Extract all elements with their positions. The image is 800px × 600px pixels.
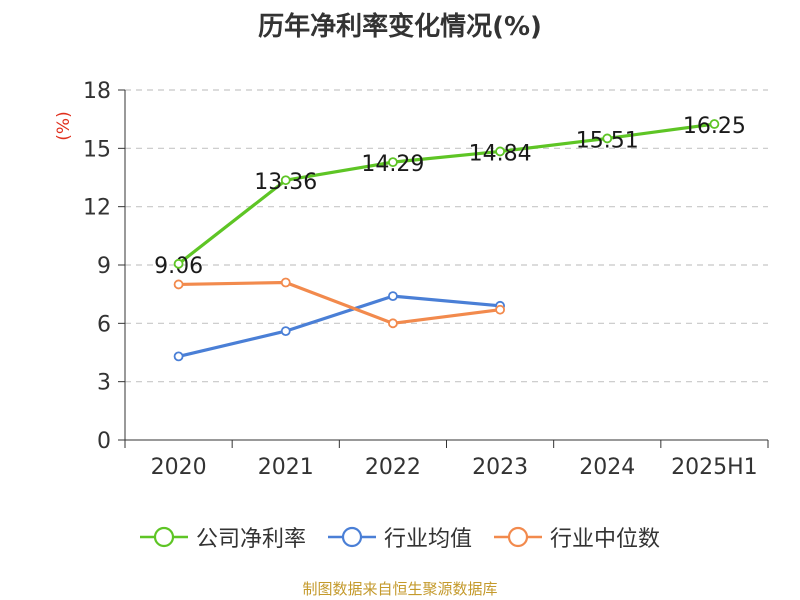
legend-item[interactable]: 行业均值: [327, 521, 472, 553]
data-point: [173, 279, 184, 290]
x-tick-label: 2025H1: [671, 455, 758, 480]
data-point: [388, 318, 398, 329]
data-point: [602, 133, 613, 144]
y-tick-label: 6: [97, 312, 111, 337]
legend-swatch: [494, 526, 542, 548]
legend-label: 行业中位数: [550, 527, 661, 552]
legend-label: 公司净利率: [195, 527, 306, 552]
y-axis-label: (%): [54, 111, 74, 140]
legend-swatch: [327, 526, 376, 548]
legend-marker: [507, 526, 529, 548]
x-tick-label: 2023: [472, 455, 528, 480]
series-line: [178, 294, 501, 358]
data-point: [280, 175, 291, 186]
data-point: [388, 291, 398, 302]
y-tick-label: 12: [83, 196, 111, 221]
legend-label: 行业均值: [383, 527, 472, 552]
chart-title: 历年净利率变化情况(%): [258, 12, 542, 42]
data-point: [173, 351, 184, 362]
legend-marker: [153, 526, 175, 548]
y-tick-label: 15: [83, 137, 111, 162]
data-point: [495, 304, 505, 315]
x-tick-label: 2024: [579, 455, 635, 480]
data-point: [495, 146, 505, 157]
y-tick-label: 0: [97, 429, 111, 454]
y-tick-label: 18: [83, 79, 111, 104]
y-tick-label: 3: [97, 371, 111, 396]
data-point: [280, 326, 291, 337]
data-point: [709, 119, 720, 129]
source-note: 制图数据来自恒生聚源数据库: [302, 580, 498, 598]
data-point: [280, 277, 291, 288]
data-point: [388, 157, 398, 168]
legend: 公司净利率 行业均值 行业中位数: [0, 520, 800, 554]
data-point: [173, 258, 184, 269]
y-tick-label: 9: [97, 254, 111, 279]
x-tick-label: 2021: [258, 455, 314, 480]
legend-marker: [341, 526, 363, 548]
x-tick-label: 2020: [151, 455, 207, 480]
x-tick-label: 2022: [365, 455, 421, 480]
series-line: [177, 122, 715, 266]
legend-item[interactable]: 行业中位数: [494, 521, 660, 553]
legend-item[interactable]: 公司净利率: [139, 521, 306, 553]
legend-swatch: [139, 526, 188, 548]
series-line: [178, 280, 501, 325]
